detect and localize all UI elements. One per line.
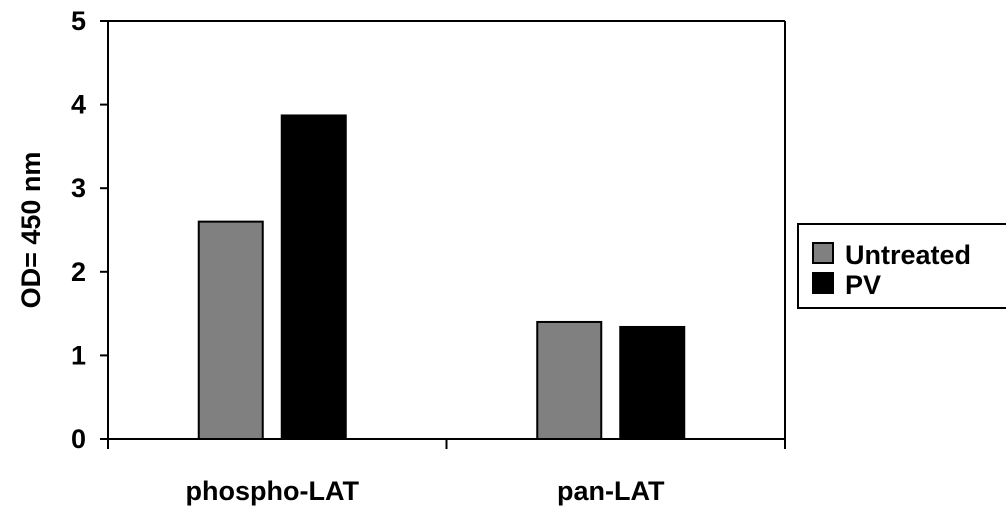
y-axis-title: OD= 450 nm	[16, 152, 46, 309]
legend-swatch-untreated	[813, 243, 833, 263]
x-category-label: pan-LAT	[557, 476, 665, 506]
y-tick-label: 1	[71, 340, 86, 370]
bar-pv-pan-lat	[620, 327, 684, 439]
y-tick-label: 3	[71, 173, 86, 203]
bars	[199, 115, 685, 439]
x-category-label: phospho-LAT	[186, 476, 360, 506]
y-tick-label: 2	[71, 257, 86, 287]
bar-pv-phospho-lat	[282, 115, 346, 439]
x-ticks: phospho-LAT pan-LAT	[108, 439, 785, 506]
y-tick-label: 4	[71, 90, 86, 120]
legend-swatch-pv	[813, 273, 833, 293]
legend: Untreated PV	[798, 224, 1006, 308]
y-tick-label: 5	[71, 6, 86, 36]
legend-label-untreated: Untreated	[845, 240, 971, 270]
legend-label-pv: PV	[845, 270, 881, 300]
y-tick-label: 0	[71, 424, 86, 454]
y-ticks: 0 1 2 3 4 5	[71, 6, 108, 454]
bar-untreated-phospho-lat	[199, 222, 263, 439]
bar-untreated-pan-lat	[537, 322, 601, 439]
